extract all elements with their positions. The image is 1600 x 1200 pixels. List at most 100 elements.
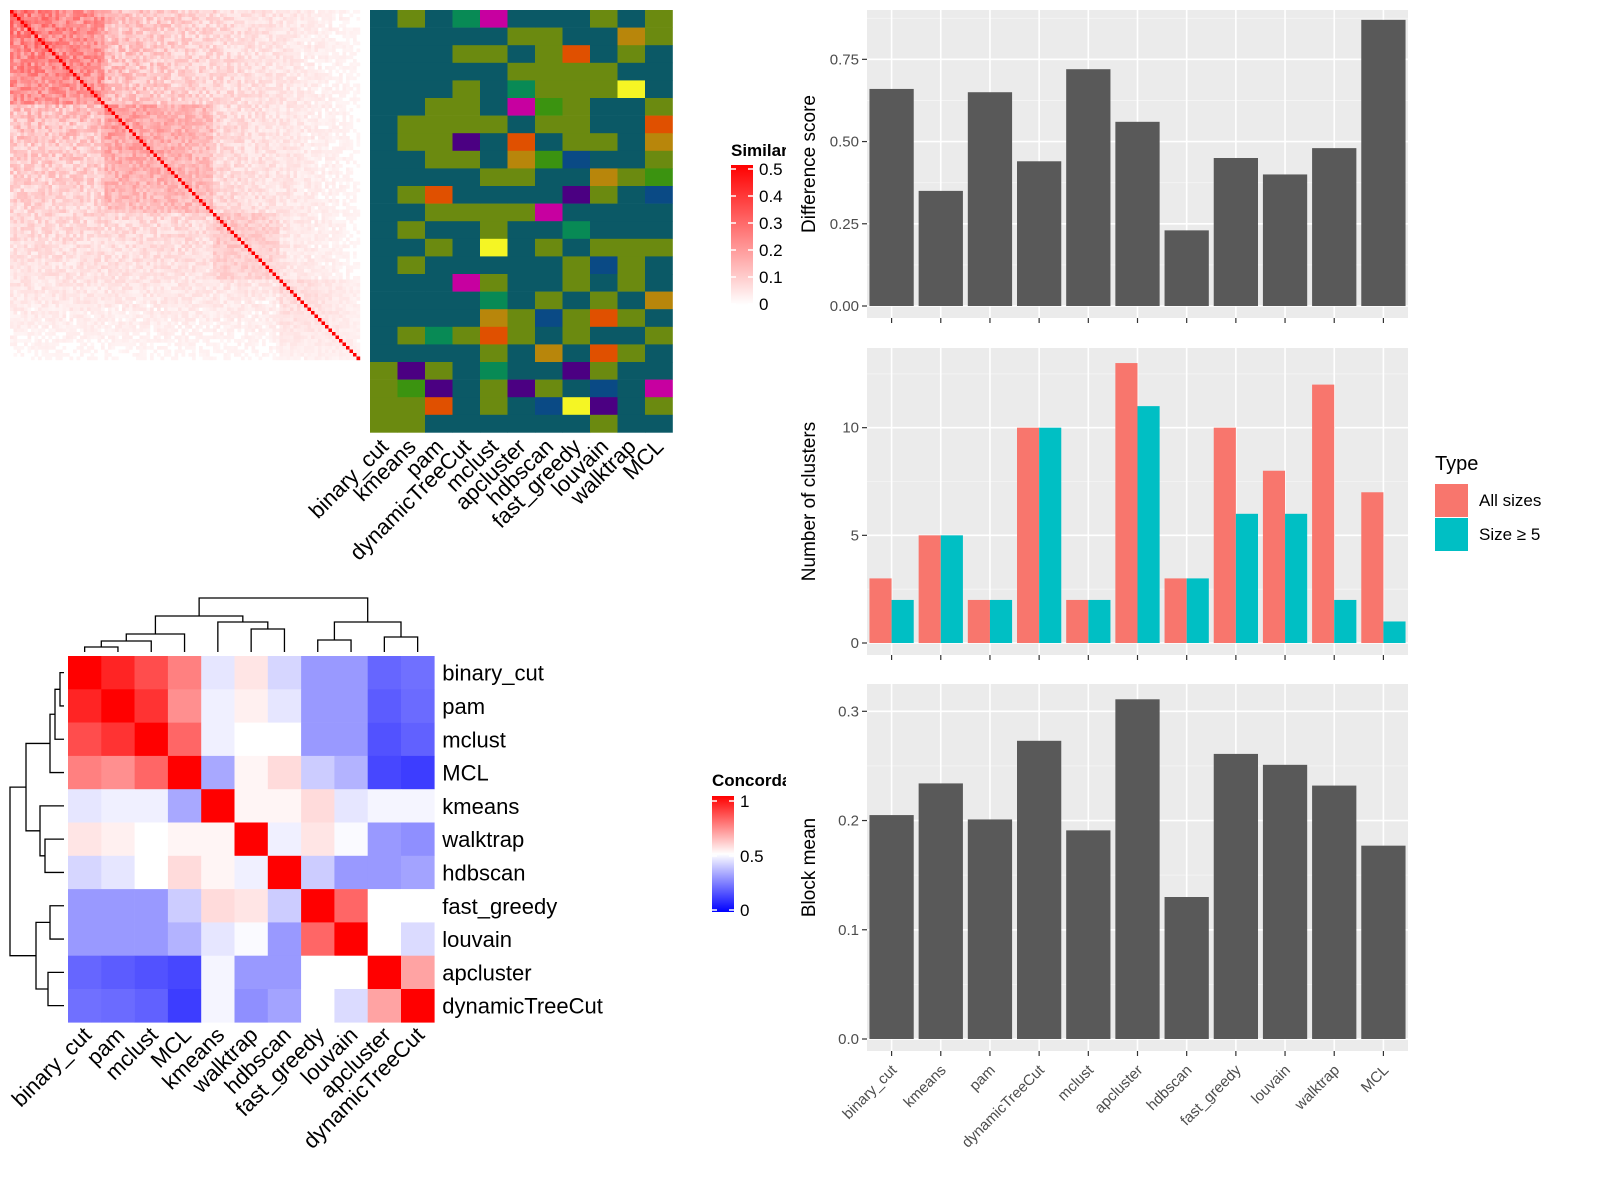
similarity-cell xyxy=(122,38,126,42)
similarity-cell xyxy=(52,115,56,119)
similarity-cell xyxy=(293,41,298,46)
similarity-cell xyxy=(342,41,347,46)
similarity-cell xyxy=(220,34,224,39)
similarity-cell xyxy=(244,101,249,105)
similarity-cell xyxy=(111,10,116,14)
similarity-cell xyxy=(251,45,256,49)
similarity-cell xyxy=(62,31,67,35)
similarity-cell xyxy=(153,48,158,53)
similarity-cell xyxy=(108,76,112,81)
similarity-cell xyxy=(332,52,336,56)
similarity-cell xyxy=(195,45,200,49)
similarity-cell xyxy=(227,167,231,172)
similarity-cell xyxy=(262,104,266,109)
similarity-cell xyxy=(157,13,161,18)
similarity-cell xyxy=(227,20,231,25)
similarity-cell xyxy=(199,167,203,172)
similarity-cell xyxy=(45,115,49,119)
similarity-cell xyxy=(202,181,207,186)
similarity-cell xyxy=(24,132,28,137)
similarity-cell xyxy=(48,139,53,144)
similarity-cell xyxy=(339,101,343,105)
similarity-cell xyxy=(90,178,95,182)
similarity-cell xyxy=(143,181,147,186)
similarity-cell xyxy=(139,174,144,179)
similarity-cell xyxy=(108,118,112,123)
similarity-cell xyxy=(220,160,224,165)
similarity-cell xyxy=(132,101,137,105)
similarity-cell xyxy=(87,164,91,168)
similarity-cell xyxy=(10,31,14,35)
similarity-cell xyxy=(52,146,56,151)
similarity-cell xyxy=(206,150,210,154)
similarity-cell xyxy=(318,13,322,18)
similarity-cell xyxy=(237,27,242,32)
similarity-cell xyxy=(118,122,123,126)
similarity-cell xyxy=(216,38,221,42)
similarity-cell xyxy=(83,164,88,168)
similarity-cell xyxy=(10,34,14,39)
similarity-cell xyxy=(234,97,238,102)
similarity-cell xyxy=(279,178,284,182)
similarity-cell xyxy=(62,174,67,179)
similarity-cell xyxy=(94,178,98,182)
similarity-cell xyxy=(342,125,347,130)
similarity-cell xyxy=(269,101,273,105)
similarity-cell xyxy=(265,174,270,179)
similarity-cell xyxy=(223,125,228,130)
similarity-cell xyxy=(332,97,336,102)
similarity-cell xyxy=(174,129,179,133)
similarity-cell xyxy=(272,125,277,130)
similarity-cell xyxy=(185,181,189,186)
similarity-cell xyxy=(213,41,217,46)
similarity-cell xyxy=(244,48,249,53)
similarity-cell xyxy=(321,69,326,74)
similarity-cell xyxy=(269,115,273,119)
similarity-cell xyxy=(90,150,95,154)
similarity-cell xyxy=(76,171,81,175)
similarity-cell xyxy=(339,10,343,14)
similarity-cell xyxy=(83,94,88,98)
similarity-cell xyxy=(167,157,172,161)
similarity-cell xyxy=(300,101,305,105)
similarity-cell xyxy=(17,87,21,91)
similarity-cell xyxy=(241,111,245,116)
similarity-cell xyxy=(132,87,137,91)
similarity-cell xyxy=(20,83,25,88)
similarity-cell xyxy=(321,171,326,175)
similarity-cell xyxy=(101,146,105,151)
similarity-cell xyxy=(297,80,301,84)
similarity-cell xyxy=(62,150,67,154)
similarity-cell xyxy=(283,129,287,133)
similarity-cell xyxy=(160,73,165,77)
similarity-cell xyxy=(178,94,182,98)
similarity-cell xyxy=(125,34,130,39)
similarity-cell xyxy=(202,87,207,91)
similarity-cell xyxy=(153,52,158,56)
similarity-cell xyxy=(90,160,95,165)
similarity-cell xyxy=(146,164,151,168)
similarity-cell xyxy=(34,59,39,63)
similarity-cell xyxy=(258,87,263,91)
similarity-cell xyxy=(24,10,28,14)
similarity-cell xyxy=(139,10,144,14)
similarity-cell xyxy=(104,153,109,158)
similarity-cell xyxy=(251,104,256,109)
similarity-cell xyxy=(178,62,182,67)
similarity-cell xyxy=(304,69,308,74)
similarity-cell xyxy=(118,167,123,172)
similarity-cell xyxy=(104,73,109,77)
similarity-cell xyxy=(241,188,245,193)
similarity-cell xyxy=(325,94,329,98)
similarity-cell xyxy=(269,160,273,165)
similarity-cell xyxy=(342,34,347,39)
similarity-cell xyxy=(192,38,196,42)
similarity-cell xyxy=(87,125,91,130)
similarity-cell xyxy=(45,76,49,81)
similarity-cell xyxy=(192,181,196,186)
similarity-cell xyxy=(111,125,116,130)
similarity-cell xyxy=(307,69,312,74)
similarity-cell xyxy=(97,10,102,14)
similarity-cell xyxy=(328,157,333,161)
